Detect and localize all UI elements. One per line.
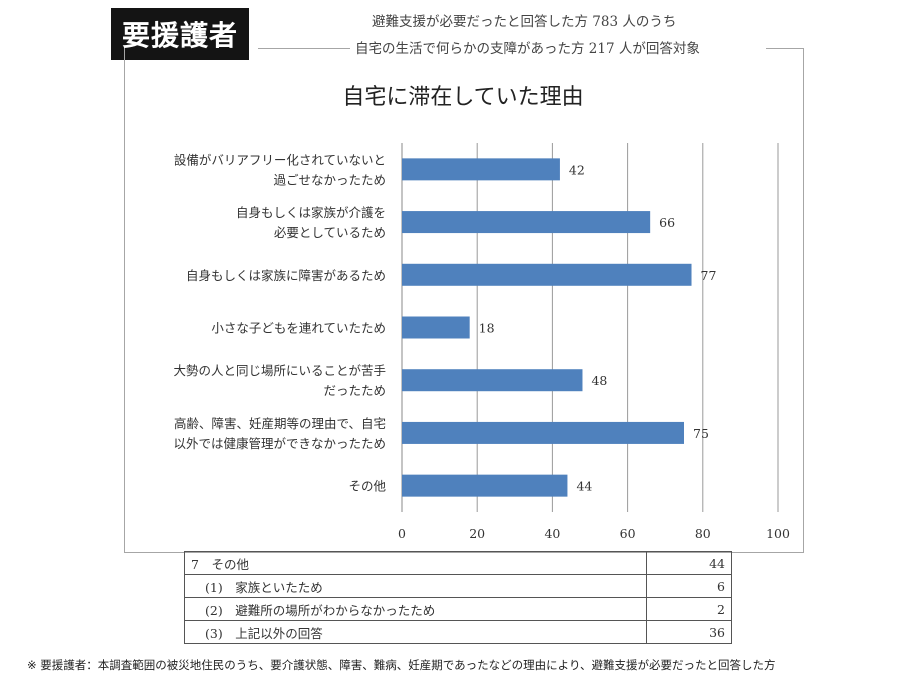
- row-value: 2: [646, 597, 732, 621]
- category-label-4-0: 大勢の人と同じ場所にいることが苦手: [173, 363, 386, 378]
- data-label-1: 66: [659, 215, 675, 230]
- table-row: (3) 上記以外の回答 36: [184, 620, 732, 644]
- data-label-6: 44: [576, 479, 592, 494]
- row-label: (3) 上記以外の回答: [184, 620, 647, 644]
- category-label-5-1: 以外では健康管理ができなかったため: [173, 436, 386, 451]
- category-label-0-0: 設備がバリアフリー化されていないと: [174, 152, 386, 167]
- subtitle-line-2: 自宅の生活で何らかの支障があった方 217 人が回答対象: [351, 37, 704, 57]
- data-label-3: 18: [479, 321, 495, 336]
- row-value: 6: [646, 574, 732, 598]
- bar-5: [402, 421, 684, 444]
- bar-6: [402, 474, 568, 497]
- table-row: 7 その他 44: [184, 551, 732, 575]
- data-label-2: 77: [701, 268, 717, 283]
- category-label-6-0: その他: [348, 479, 386, 494]
- data-label-5: 75: [693, 426, 709, 441]
- bar-4: [402, 369, 583, 392]
- row-value: 44: [646, 551, 732, 575]
- x-tick-label-60: 60: [620, 526, 636, 541]
- data-label-0: 42: [569, 162, 585, 177]
- x-tick-label-100: 100: [766, 526, 790, 541]
- bar-3: [402, 316, 470, 339]
- category-label-5-0: 高齢、障害、妊産期等の理由で、自宅: [174, 416, 386, 431]
- bar-2: [402, 263, 692, 286]
- x-tick-label-20: 20: [469, 526, 485, 541]
- category-label-1-0: 自身もしくは家族が介護を: [236, 205, 386, 220]
- table-row: (1) 家族といたため 6: [184, 574, 732, 598]
- x-tick-label-0: 0: [398, 526, 406, 541]
- bar-chart: 自宅に滞在していた理由 0 20 40 60 80 100 42 設備がバリアフリー化されていな…: [173, 85, 790, 541]
- chart-title: 自宅に滞在していた理由: [342, 85, 583, 110]
- row-value: 36: [646, 620, 732, 644]
- frame-top-right: [766, 48, 803, 49]
- x-tick-label-80: 80: [695, 526, 711, 541]
- table-row: (2) 避難所の場所がわからなかったため 2: [184, 597, 732, 621]
- data-label-4: 48: [591, 373, 607, 388]
- category-label-1-1: 必要としているため: [274, 225, 386, 240]
- category-label-0-1: 過ごせなかったため: [273, 172, 386, 187]
- frame-top-left: [258, 48, 350, 49]
- footnote: ※ 要援護者：本調査範囲の被災地住民のうち、要介護状態、障害、難病、妊産期であっ…: [27, 658, 776, 672]
- category-label-3-0: 小さな子どもを連れていたため: [211, 321, 386, 336]
- subtitle-line-1: 避難支援が必要だったと回答した方 783 人のうち: [372, 14, 677, 30]
- bar-1: [402, 211, 651, 234]
- category-label-4-1: だったため: [323, 383, 386, 398]
- row-label: (1) 家族といたため: [184, 574, 647, 598]
- section-tag: 要援護者: [111, 8, 249, 60]
- row-label: 7 その他: [184, 551, 647, 575]
- other-breakdown-table: 7 その他 44 (1) 家族といたため 6 (2) 避難所の場所がわからなかったため 2…: [184, 551, 732, 644]
- row-label: (2) 避難所の場所がわからなかったため: [184, 597, 647, 621]
- category-label-2-0: 自身もしくは家族に障害があるため: [186, 268, 386, 283]
- x-tick-label-40: 40: [544, 526, 560, 541]
- bar-0: [402, 158, 560, 181]
